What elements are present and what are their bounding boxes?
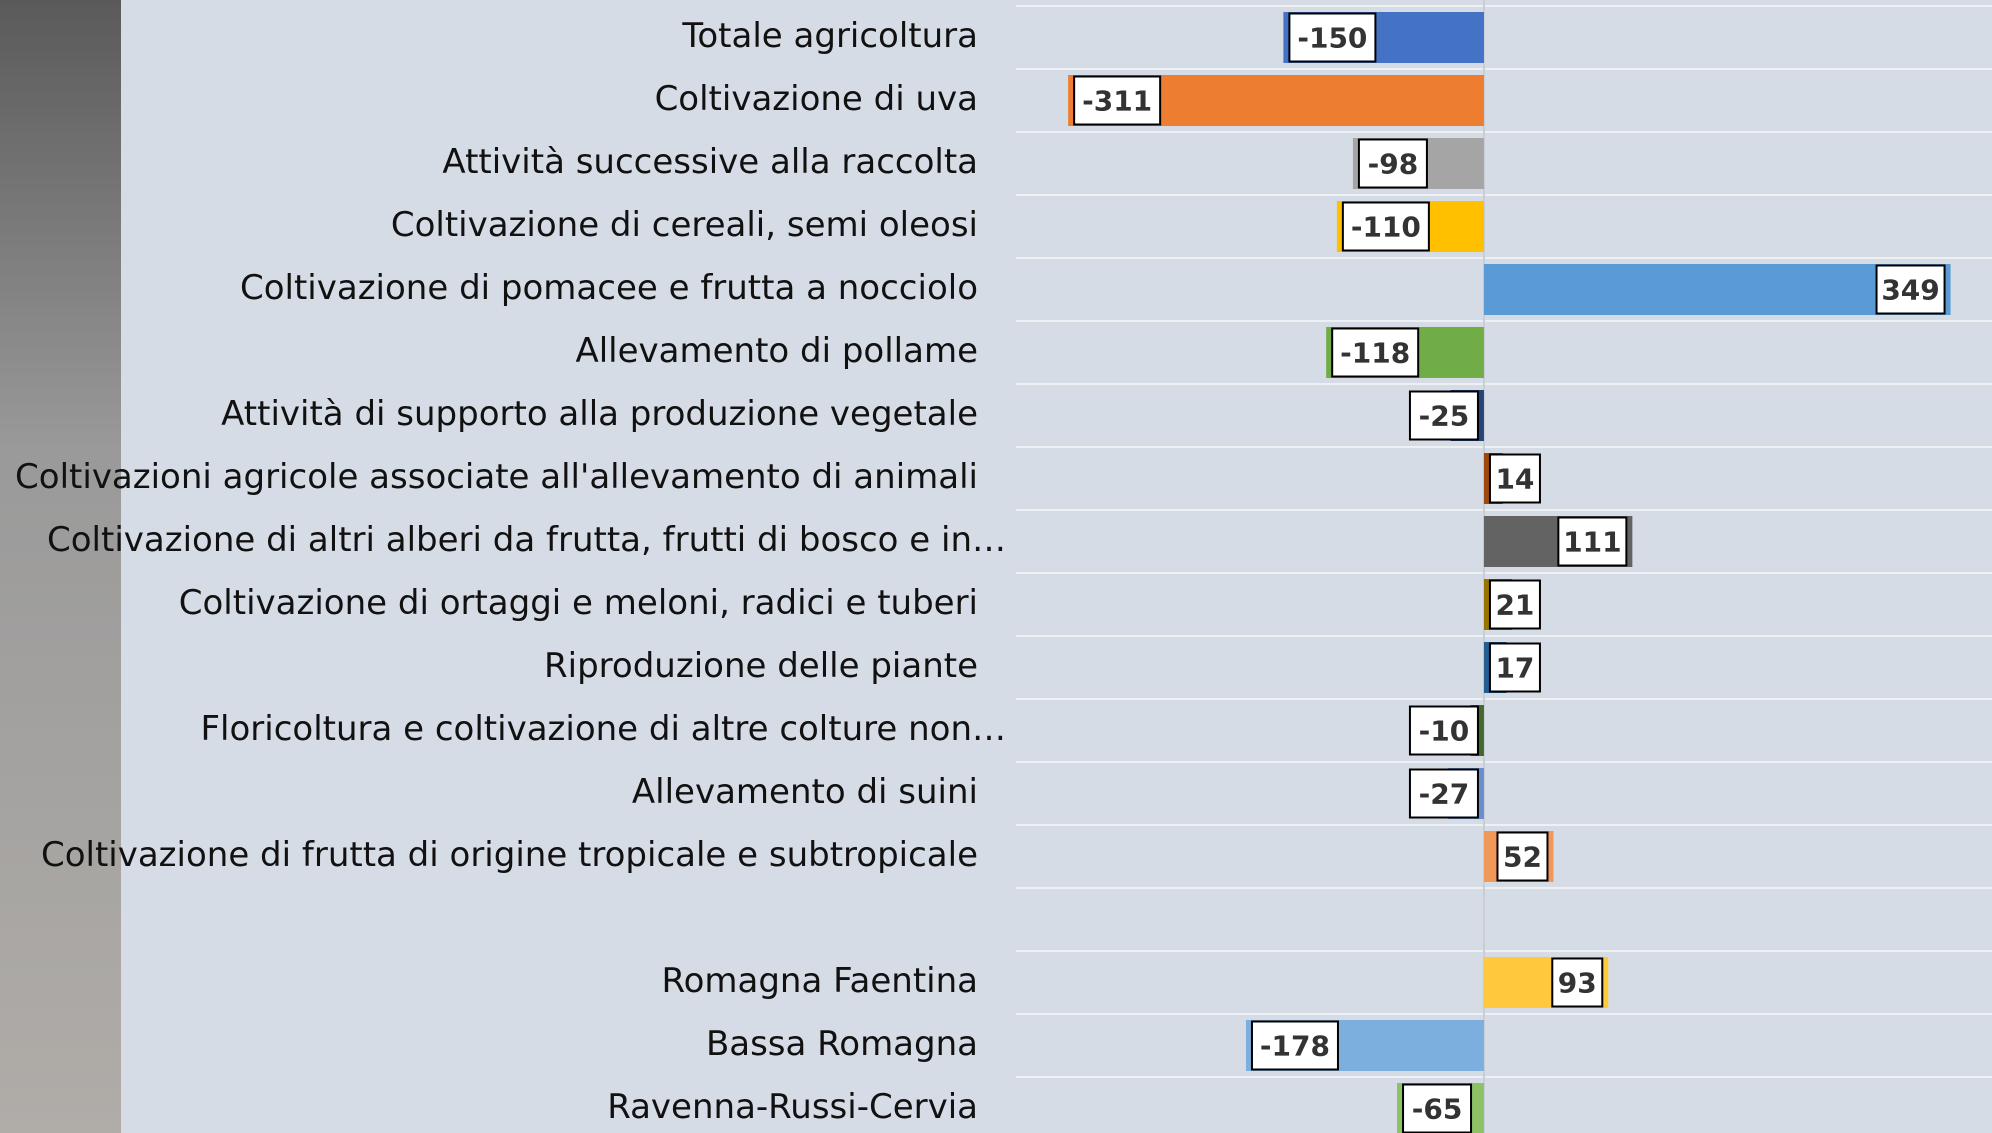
value-label: 349 (1881, 274, 1939, 307)
value-label: 111 (1563, 526, 1621, 559)
category-label: Attività successive alla raccolta (442, 142, 978, 182)
value-label: 17 (1495, 652, 1534, 685)
category-label: Allevamento di suini (632, 772, 978, 812)
value-label: -27 (1419, 778, 1470, 811)
category-label: Ravenna-Russi-Cervia (607, 1087, 978, 1127)
value-label: 21 (1495, 589, 1534, 622)
category-label: Coltivazione di frutta di origine tropic… (41, 835, 978, 875)
value-label: -10 (1419, 715, 1470, 748)
category-label: Coltivazione di ortaggi e meloni, radici… (179, 583, 978, 623)
category-label: Allevamento di pollame (575, 331, 978, 371)
category-label: Bassa Romagna (706, 1024, 978, 1064)
category-label: Coltivazione di pomacee e frutta a nocci… (240, 268, 978, 308)
value-label: 14 (1495, 463, 1534, 496)
category-label: Floricoltura e coltivazione di altre col… (200, 709, 1006, 749)
value-label: 93 (1558, 967, 1597, 1000)
value-label: -150 (1297, 22, 1367, 55)
value-label: 52 (1503, 841, 1542, 874)
chart: Totale agricoltura -150 Coltivazione di uv… (0, 0, 1992, 1133)
photo (0, 0, 121, 1133)
background (0, 0, 1992, 1133)
category-label: Coltivazione di altri alberi da frutta, … (47, 520, 1006, 560)
value-label: -118 (1340, 337, 1410, 370)
category-label: Coltivazione di uva (655, 79, 978, 119)
category-label: Coltivazione di cereali, semi oleosi (391, 205, 978, 245)
category-label: Attività di supporto alla produzione veg… (221, 394, 978, 434)
category-label: Totale agricoltura (681, 16, 978, 56)
value-label: -110 (1351, 211, 1421, 244)
value-label: -65 (1412, 1093, 1463, 1126)
category-label: Coltivazioni agricole associate all'alle… (15, 457, 978, 497)
category-label: Riproduzione delle piante (544, 646, 978, 686)
value-label: -178 (1260, 1030, 1330, 1063)
page: Totale agricoltura -150 Coltivazione di uv… (0, 0, 1992, 1133)
value-label: -25 (1419, 400, 1470, 433)
value-label: -311 (1082, 85, 1152, 118)
category-label: Romagna Faentina (661, 961, 978, 1001)
value-label: -98 (1368, 148, 1419, 181)
